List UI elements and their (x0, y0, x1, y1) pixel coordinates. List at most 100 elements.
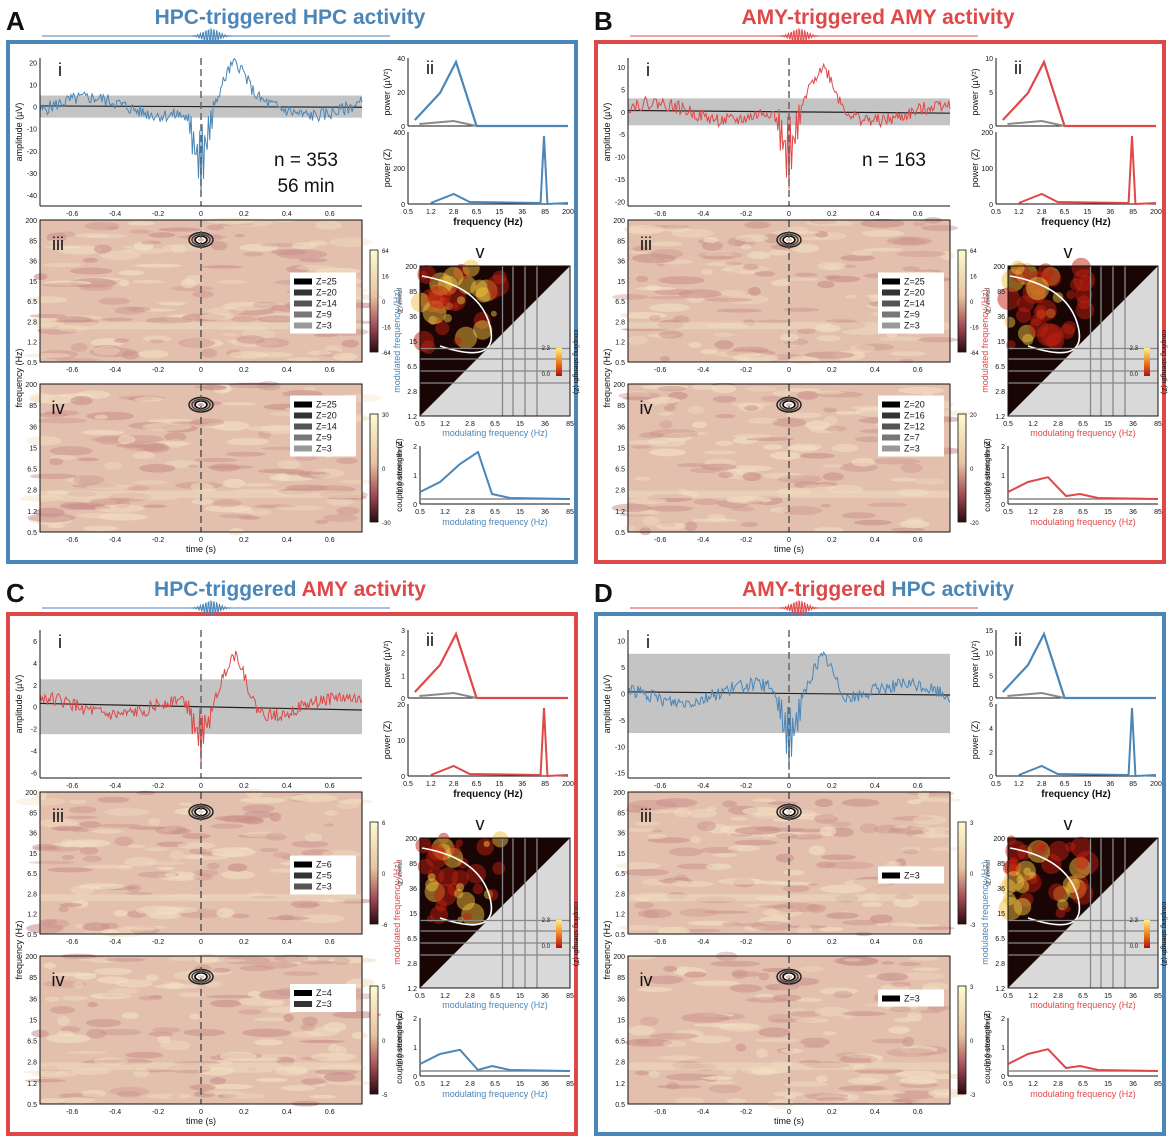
spectrogram-blob (156, 841, 189, 847)
spectrogram-blob (642, 878, 663, 886)
spectrogram-blob (675, 1096, 705, 1105)
spectrogram-blob (789, 925, 828, 929)
time-tick: -0.6 (66, 1109, 78, 1116)
pac-x-tick: 15 (1104, 421, 1112, 428)
coupling-plot: 2 1 00.5 1.2 2.8 6.5 15 36 85 modulating frequenc… (395, 1010, 574, 1099)
amp-tick: 10 (617, 639, 625, 646)
colorbar (957, 249, 967, 353)
spectrogram-blob (730, 506, 755, 512)
freq-y-tick: 85 (617, 403, 625, 410)
pac-contour (1009, 847, 1081, 926)
spectrogram-blob (247, 509, 272, 516)
spectrogram-blob (665, 1073, 713, 1081)
spectrogram-blob (799, 453, 835, 459)
time-tick: -0.2 (152, 537, 164, 544)
pac-x-tick: 36 (1129, 421, 1137, 428)
spectrogram-blob (840, 254, 875, 262)
spectrogram-blob (302, 1016, 318, 1027)
legend-label: Z=3 (316, 321, 332, 331)
sub-iv: iv (640, 970, 653, 990)
spectrogram-blob (307, 350, 332, 356)
spectrogram-blob (39, 411, 68, 418)
spectrogram-blob (182, 833, 211, 840)
spectrogram-blob (710, 960, 760, 967)
time-tick: 0 (787, 783, 791, 790)
spectrogram-blob (41, 282, 89, 288)
spectrogram-blob (836, 956, 879, 966)
time-tick: 0 (787, 939, 791, 946)
modulated-label: modulated frequency (Hz) (980, 861, 990, 965)
spectrogram-blob (82, 257, 98, 263)
sub-i: i (58, 60, 62, 80)
legend-swatch (294, 861, 312, 868)
freq-x-tick: 200 (562, 781, 574, 788)
spectrogram-blob (783, 869, 805, 876)
amp-tick: -6 (31, 771, 37, 778)
time-x-label: time (s) (774, 1116, 804, 1126)
time-tick: -0.2 (740, 1109, 752, 1116)
spectrogram-blob (69, 1068, 111, 1075)
time-tick: -0.4 (697, 211, 709, 218)
spectrogram-blob (259, 847, 279, 853)
amp-tick: 0 (33, 705, 37, 712)
freq-x-tick: 0.5 (403, 781, 413, 788)
spectrogram-blob (117, 1090, 142, 1098)
spectrogram-blob (642, 516, 660, 526)
spectrogram-blob (795, 997, 823, 1003)
legend-swatch (294, 401, 312, 408)
pac-y-tick: 2.8 (407, 961, 417, 968)
cs-x-tick: 6.5 (490, 1081, 500, 1088)
spectrogram-blob (670, 880, 714, 887)
spectrogram-frame (39, 219, 363, 363)
spectrogram-blob (176, 842, 216, 850)
spectrogram-blob (676, 863, 714, 870)
time-tick: -0.4 (109, 537, 121, 544)
amp-tick: 5 (621, 87, 625, 94)
spectrogram-blob (122, 925, 168, 930)
spectrogram-blob (27, 296, 68, 304)
cs-x-tick: 85 (1154, 509, 1162, 516)
spectrogram-blob (785, 828, 831, 833)
spectrogram-frame (39, 955, 363, 1105)
pac-y-tick: 36 (997, 886, 1005, 893)
sub-iv: iv (640, 398, 653, 418)
surrogate-mean (627, 691, 951, 696)
spectrogram-blob (641, 384, 689, 390)
spectrogram-blob (93, 345, 119, 349)
spectrogram-blob (648, 295, 691, 300)
freq-y-tick: 6.5 (27, 299, 37, 306)
pac-blob (1037, 263, 1054, 280)
pac-colorbar (556, 920, 562, 948)
freq-x-tick: 15 (1084, 209, 1092, 216)
cs-x-label: modulating frequency (Hz) (442, 1089, 548, 1099)
spectrogram-blob (274, 505, 325, 511)
spectrogram-blob (221, 870, 256, 880)
legend-swatch (882, 401, 900, 408)
freq-y-tick: 1.2 (615, 912, 625, 919)
spectrogram-blob (258, 989, 295, 1000)
panel-b: B AMY-triggered AMY activity 10 5 0 -5 -10 -15-… (588, 0, 1176, 572)
freq-x-tick: 2.8 (449, 209, 459, 216)
spectrogram-blob (629, 250, 649, 255)
title-trigger: HPC-triggered (154, 578, 302, 601)
spectrogram-blob (244, 483, 273, 487)
spectrogram-blob (916, 926, 955, 931)
spectrogram-blob (656, 1084, 702, 1089)
cbar-tick: -64 (382, 351, 391, 357)
time-tick: -0.6 (654, 939, 666, 946)
spectrogram-blob (786, 226, 809, 234)
spectrogram-blob (715, 414, 736, 419)
spectrogram-blob (639, 1016, 659, 1026)
spectrogram-blob (762, 444, 783, 450)
spectrogram-blob (704, 1076, 734, 1081)
freq-y-tick: 85 (617, 975, 625, 982)
spectrogram-blob (878, 336, 923, 342)
spectrogram-blob (85, 484, 135, 490)
colorbar (369, 985, 379, 1095)
freq-y-tick: 1.2 (615, 509, 625, 516)
spectrogram-blob (895, 1070, 937, 1078)
spectrogram-blob (780, 1048, 803, 1054)
spectrogram-blob (775, 853, 794, 863)
